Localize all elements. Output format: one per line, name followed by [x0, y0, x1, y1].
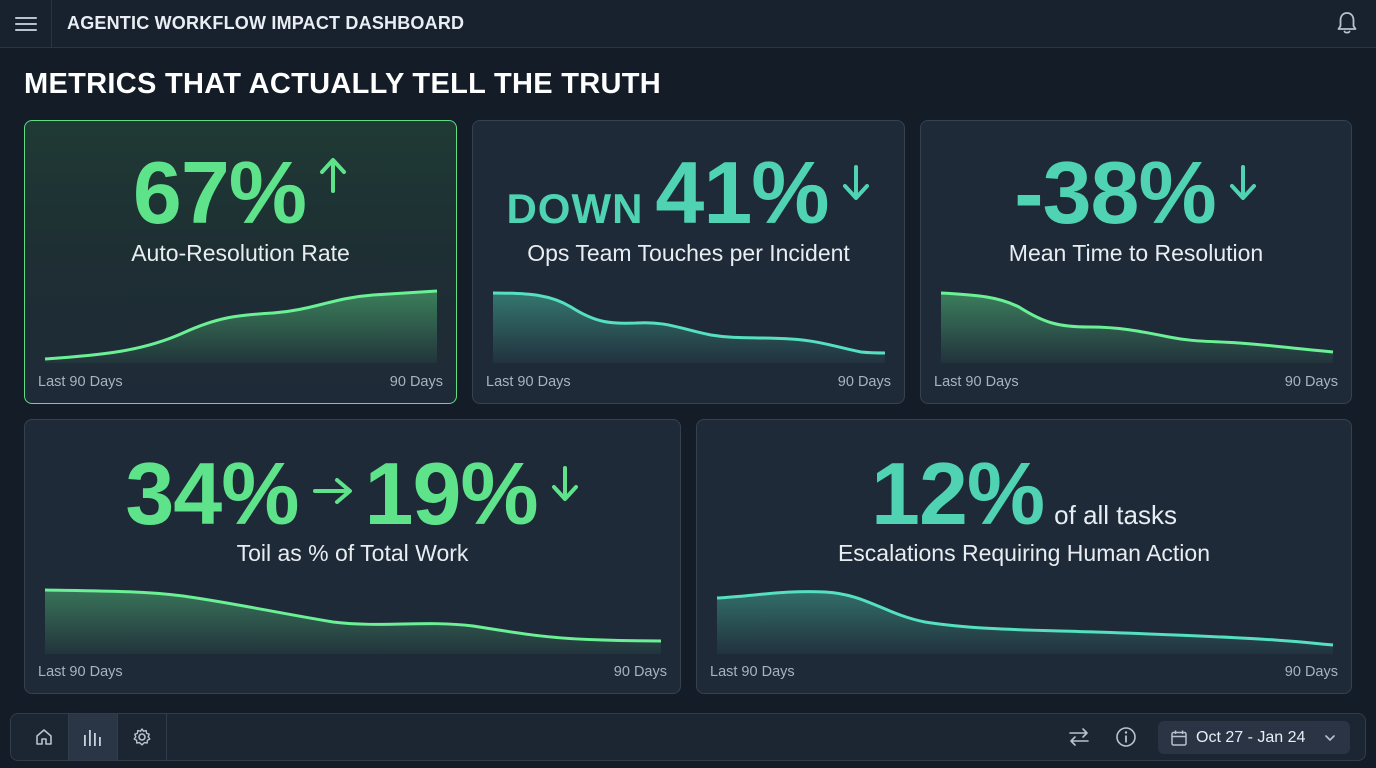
metric-card-ops-touches[interactable]: DOWN 41% Ops Team Touches per Incident L…	[472, 120, 905, 404]
info-button[interactable]	[1114, 725, 1138, 749]
bar-chart-icon	[84, 730, 101, 746]
metric-card-auto-resolution[interactable]: 67% Auto-Resolution Rate Last 90 Days 90…	[24, 120, 457, 404]
swap-arrows-icon	[1069, 728, 1089, 746]
app-title: AGENTIC WORKFLOW IMPACT DASHBOARD	[67, 13, 465, 33]
arrow-right-icon	[312, 478, 352, 504]
calendar-icon	[1171, 730, 1187, 746]
date-range-text: Oct 27 - Jan 24	[1196, 728, 1306, 746]
nav-home-button[interactable]	[20, 714, 69, 760]
metric-value-from: 34%	[125, 444, 299, 543]
arrow-down-icon	[842, 165, 869, 200]
metric-value-to: 19%	[364, 444, 539, 543]
nav-analytics-button[interactable]	[69, 714, 118, 760]
date-range-picker[interactable]: Oct 27 - Jan 24	[1158, 721, 1350, 754]
page-title: METRICS THAT ACTUALLY TELL THE TRUTH	[24, 68, 661, 100]
footer-right: 90 Days	[613, 664, 667, 680]
sparkline-chart	[492, 291, 886, 363]
nav-settings-button[interactable]	[118, 714, 167, 760]
footer-right: 90 Days	[837, 374, 891, 390]
arrow-down-icon	[1229, 165, 1256, 200]
footer-right: 90 Days	[1284, 664, 1338, 680]
footer-left: Last 90 Days	[38, 664, 123, 680]
notifications-button[interactable]	[1334, 10, 1360, 36]
bottom-toolbar: Oct 27 - Jan 24	[10, 713, 1366, 761]
top-bar: AGENTIC WORKFLOW IMPACT DASHBOARD	[0, 0, 1376, 48]
bell-icon	[1337, 12, 1357, 34]
metric-label: Auto-Resolution Rate	[131, 240, 350, 266]
home-icon	[36, 729, 52, 745]
metric-value: 41%	[655, 143, 829, 242]
footer-right: 90 Days	[1284, 374, 1338, 390]
sparkline-chart	[44, 588, 662, 654]
footer-left: Last 90 Days	[710, 664, 795, 680]
footer-right: 90 Days	[389, 374, 443, 390]
gear-icon	[133, 728, 151, 746]
sparkline-chart	[940, 291, 1334, 363]
arrow-up-icon	[320, 158, 347, 193]
footer-left: Last 90 Days	[486, 374, 571, 390]
metric-card-mttr[interactable]: -38% Mean Time to Resolution Last 90 Day…	[920, 120, 1352, 404]
sparkline-chart	[44, 289, 438, 363]
arrow-down-icon	[551, 466, 578, 501]
metric-suffix: of all tasks	[1054, 500, 1177, 530]
footer-left: Last 90 Days	[38, 374, 123, 390]
chevron-down-icon	[1325, 734, 1336, 741]
metric-label: Toil as % of Total Work	[236, 540, 469, 566]
metric-label: Escalations Requiring Human Action	[837, 540, 1211, 566]
metric-card-toil[interactable]: 34% 19% Toil as % of Total Work Last 90 …	[24, 419, 681, 694]
metric-label: Mean Time to Resolution	[1008, 240, 1264, 266]
metric-card-escalations[interactable]: 12% of all tasks Escalations Requiring H…	[696, 419, 1352, 694]
hamburger-icon	[14, 17, 37, 31]
metric-value: 67%	[132, 143, 307, 242]
footer-left: Last 90 Days	[934, 374, 1019, 390]
metric-prefix: DOWN	[506, 185, 644, 232]
swap-button[interactable]	[1067, 725, 1091, 749]
sparkline-chart	[716, 590, 1334, 654]
menu-button[interactable]	[0, 0, 52, 48]
metric-value: -38%	[1014, 143, 1216, 242]
metric-label: Ops Team Touches per Incident	[527, 240, 850, 266]
metric-value: 12%	[871, 444, 1045, 543]
info-icon	[1116, 727, 1136, 747]
